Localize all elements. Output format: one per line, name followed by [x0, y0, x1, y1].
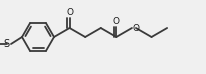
Text: S: S: [3, 39, 9, 49]
Text: O: O: [66, 7, 73, 17]
Text: O: O: [113, 17, 120, 26]
Text: O: O: [133, 24, 140, 32]
